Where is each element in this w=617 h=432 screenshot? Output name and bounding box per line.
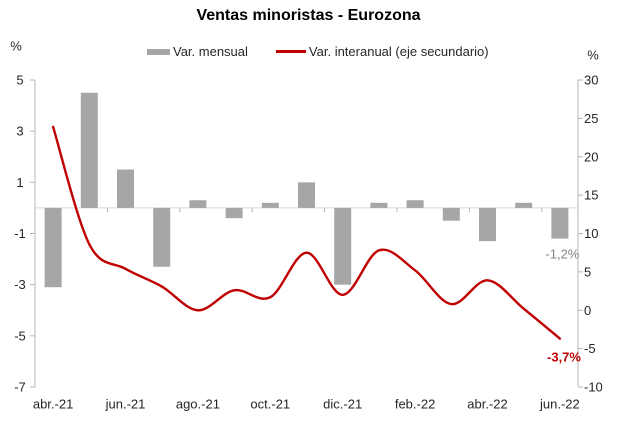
right-axis-tick-label: 5 bbox=[584, 264, 591, 279]
legend-item-monthly: Var. mensual bbox=[147, 44, 248, 59]
bar-oct.-21 bbox=[261, 202, 279, 208]
right-axis-tick-label: -5 bbox=[584, 341, 596, 356]
bar-swatch-icon bbox=[147, 48, 170, 55]
left-axis-tick-label: -7 bbox=[14, 380, 26, 395]
bar-sep.-21 bbox=[225, 207, 243, 219]
legend-item-yoy: Var. interanual (eje secundario) bbox=[275, 44, 489, 59]
left-axis-tick-label: 3 bbox=[16, 124, 23, 139]
x-axis-tick-label: abr.-21 bbox=[33, 397, 73, 412]
bar-jun.-22 bbox=[551, 207, 569, 239]
left-axis-tick-label: -3 bbox=[14, 277, 26, 292]
chart-title: Ventas minoristas - Eurozona bbox=[196, 7, 421, 24]
left-axis-unit-label: % bbox=[10, 39, 22, 54]
x-axis-tick-label: jun.-22 bbox=[539, 397, 580, 412]
x-axis-tick-label: jun.-21 bbox=[105, 397, 146, 412]
yoy-line bbox=[51, 125, 562, 340]
x-axis-tick-label: oct.-21 bbox=[250, 397, 290, 412]
left-axis-tick-label: 5 bbox=[16, 73, 23, 88]
line-swatch-icon bbox=[275, 50, 306, 53]
x-axis-tick-label: abr.-22 bbox=[467, 397, 507, 412]
right-axis-tick-label: 30 bbox=[584, 73, 598, 88]
bar-nov.-21 bbox=[298, 182, 315, 208]
left-axis-tick-label: 1 bbox=[16, 175, 23, 190]
bar-dic.-21 bbox=[334, 207, 352, 285]
left-axis-tick-label: -1 bbox=[14, 226, 26, 241]
right-axis-tick-label: 25 bbox=[584, 111, 598, 126]
bar-abr.-22 bbox=[479, 207, 496, 242]
right-axis-unit-label: % bbox=[587, 48, 599, 63]
right-axis-tick-label: 20 bbox=[584, 149, 598, 164]
bar-mar.-22 bbox=[442, 207, 460, 221]
x-axis-tick-label: feb.-22 bbox=[395, 397, 435, 412]
bar-jun.-21 bbox=[117, 169, 134, 208]
left-axis-tick-label: -5 bbox=[14, 328, 26, 343]
bar-abr.-21 bbox=[44, 207, 62, 288]
bar-jul.-21 bbox=[153, 207, 171, 267]
x-axis-tick-label: ago.-21 bbox=[176, 397, 220, 412]
bar-ago.-21 bbox=[189, 200, 207, 208]
data-label-monthly: -1,2% bbox=[545, 247, 579, 262]
legend: Var. mensual Var. interanual (eje secund… bbox=[147, 44, 489, 59]
legend-label-monthly: Var. mensual bbox=[173, 44, 248, 59]
right-axis-tick-label: 10 bbox=[584, 226, 598, 241]
bar-ene.-22 bbox=[370, 202, 388, 208]
bar-may.-22 bbox=[515, 202, 533, 208]
legend-label-yoy: Var. interanual (eje secundario) bbox=[308, 44, 489, 59]
right-axis-tick-label: 15 bbox=[584, 188, 598, 203]
data-label-yoy: -3,7% bbox=[547, 350, 581, 365]
right-axis-tick-label: -10 bbox=[584, 380, 603, 395]
bar-may.-21 bbox=[80, 92, 98, 208]
right-axis-tick-label: 0 bbox=[584, 303, 591, 318]
bar-feb.-22 bbox=[406, 200, 424, 208]
x-axis-tick-label: dic.-21 bbox=[323, 397, 362, 412]
